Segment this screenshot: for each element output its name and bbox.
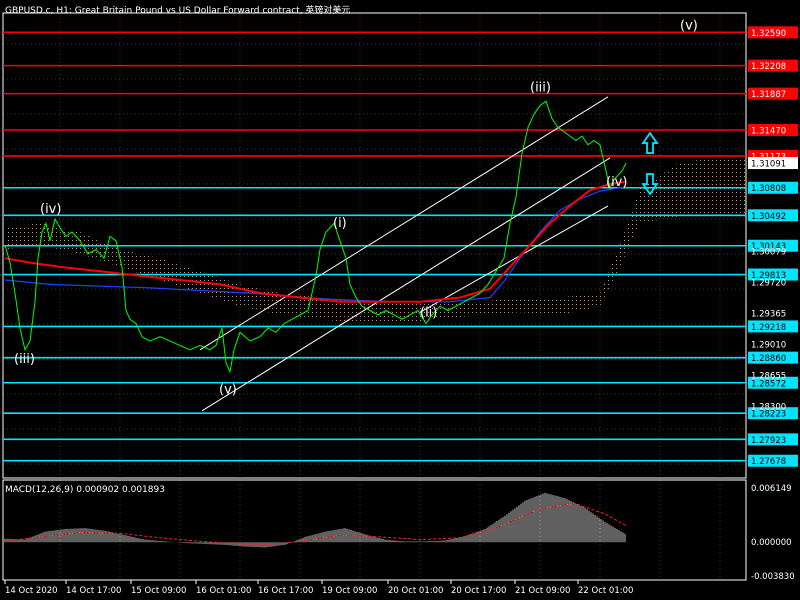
price-axis-tick: 1.29365 <box>751 310 786 320</box>
level-price-tag <box>748 454 798 467</box>
time-axis-label: 20 Oct 01:00 <box>388 586 443 596</box>
time-axis-label: 19 Oct 09:00 <box>322 586 377 596</box>
level-price-label: 1.30143 <box>751 242 786 252</box>
level-price-label: 1.29813 <box>751 271 786 281</box>
macd-axis-tick: -0.003830 <box>751 572 795 582</box>
level-price-tag <box>748 181 798 194</box>
level-price-tag <box>748 351 798 364</box>
time-axis-label: 14 Oct 2020 <box>5 586 58 596</box>
level-price-label: 1.27923 <box>751 436 786 446</box>
wave-label: (i) <box>333 216 347 231</box>
macd-axis-tick: 0.006149 <box>751 484 792 494</box>
level-price-label: 1.27678 <box>751 457 786 467</box>
level-price-tag <box>748 407 798 420</box>
down-arrow-icon <box>641 173 659 196</box>
price-axis-tick: 1.28300 <box>751 402 786 412</box>
macd-pane-frame <box>2 479 747 581</box>
chart-title: GBPUSD.c, H1: Great Britain Pound vs US … <box>5 6 351 16</box>
time-axis-label: 14 Oct 17:00 <box>66 586 121 596</box>
current-price-label: 1.31091 <box>751 160 786 170</box>
up-arrow-icon <box>641 131 659 154</box>
trend-channel-line[interactable] <box>201 157 611 412</box>
time-axis-label: 20 Oct 17:00 <box>451 586 506 596</box>
level-price-tag <box>748 239 798 252</box>
level-price-tag <box>748 87 798 100</box>
time-axis-label: 15 Oct 09:00 <box>131 586 186 596</box>
level-price-tag <box>748 320 798 333</box>
time-axis-label: 22 Oct 01:00 <box>578 586 633 596</box>
moving-average-red <box>4 180 627 303</box>
level-price-label: 1.32208 <box>751 62 786 72</box>
current-price-tag <box>748 157 798 170</box>
level-price-tag <box>748 209 798 222</box>
level-price-label: 1.30808 <box>751 184 786 194</box>
macd-signal-line <box>4 502 627 546</box>
macd-label: MACD(12,26,9) 0.000902 0.001893 <box>5 485 165 495</box>
wave-label: (ii) <box>420 306 437 321</box>
price-axis-tick: 1.29010 <box>751 341 786 351</box>
price-axis-tick: 1.30079 <box>751 247 786 257</box>
level-price-tag <box>748 268 798 281</box>
level-price-tag <box>748 26 798 39</box>
level-price-tag <box>748 433 798 446</box>
level-price-label: 1.28572 <box>751 379 786 389</box>
time-axis-label: 16 Oct 17:00 <box>258 586 313 596</box>
trend-channel-line[interactable] <box>199 96 609 351</box>
price-axis-tick: 1.29720 <box>751 279 786 289</box>
wave-label: (iii) <box>14 352 35 367</box>
level-price-label: 1.31470 <box>751 127 786 137</box>
wave-label: (v) <box>219 382 237 397</box>
wave-label: (iv) <box>606 175 627 190</box>
ichimoku-cloud <box>5 157 745 324</box>
level-price-label: 1.29218 <box>751 323 786 333</box>
level-price-tag <box>748 124 798 136</box>
macd-axis-tick: 0.000000 <box>751 538 792 548</box>
trend-channel-line[interactable] <box>419 205 609 313</box>
level-price-label: 1.28223 <box>751 410 786 420</box>
level-price-tag <box>748 59 798 72</box>
time-axis-label: 16 Oct 01:00 <box>196 586 251 596</box>
level-price-label: 1.31887 <box>751 90 786 100</box>
price-line <box>4 100 627 374</box>
level-price-label: 1.30492 <box>751 212 786 222</box>
wave-label: (v) <box>680 19 698 34</box>
price-axis-tick: 1.28655 <box>751 372 786 382</box>
time-axis-label: 21 Oct 09:00 <box>515 586 570 596</box>
level-price-label: 1.32590 <box>751 29 786 39</box>
level-price-tag <box>748 376 798 389</box>
wave-label: (iii) <box>530 81 551 96</box>
level-price-label: 1.28860 <box>751 354 786 364</box>
wave-label: (iv) <box>40 202 61 217</box>
